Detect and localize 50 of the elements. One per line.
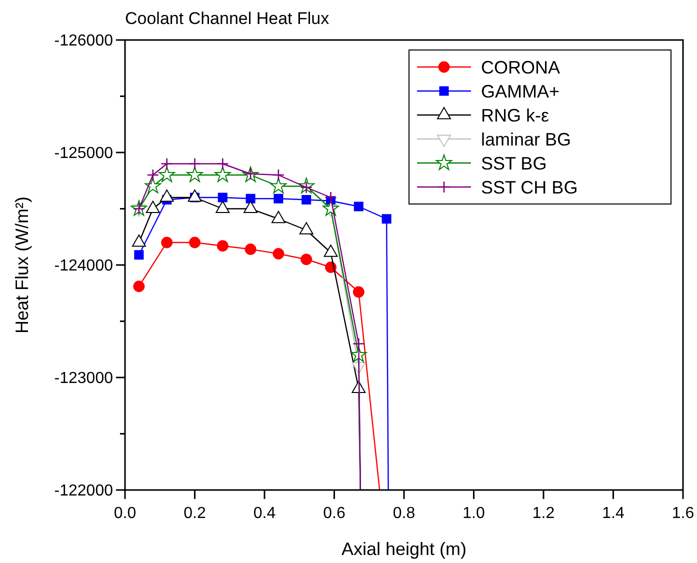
x-tick-label: 1.0 — [462, 505, 485, 522]
point — [214, 166, 231, 182]
point — [270, 178, 287, 194]
y-tick-label: -125000 — [54, 145, 114, 162]
point — [160, 158, 173, 170]
point — [216, 158, 229, 170]
point — [216, 240, 228, 252]
point — [133, 280, 145, 292]
legend-label: SST BG — [481, 153, 547, 174]
x-tick-label: 0.0 — [114, 505, 136, 522]
legend-label: RNG k-ε — [481, 105, 550, 126]
point — [302, 194, 312, 205]
chart-title: Coolant Channel Heat Flux — [125, 9, 330, 28]
legend-label: laminar BG — [481, 129, 572, 150]
x-tick-label: 1.2 — [532, 505, 555, 522]
y-tick-label: -124000 — [54, 258, 114, 275]
legend-label: SST CH BG — [481, 177, 578, 198]
point — [382, 214, 392, 224]
point — [272, 248, 284, 260]
x-tick-label: 0.4 — [253, 505, 276, 522]
x-tick-label: 1.4 — [602, 505, 624, 522]
point — [352, 286, 364, 298]
point — [158, 166, 175, 182]
legend-label: CORONA — [481, 57, 560, 78]
point — [272, 168, 285, 182]
point — [244, 244, 256, 255]
point — [189, 236, 200, 248]
point — [324, 191, 337, 204]
y-tick-label: -126000 — [54, 32, 114, 50]
point — [186, 166, 203, 182]
point — [146, 168, 160, 182]
legend-label: GAMMA+ — [481, 81, 560, 102]
point — [134, 250, 144, 260]
y-axis-title: Heat Flux (W/m²) — [12, 196, 32, 334]
x-tick-label: 1.6 — [672, 505, 694, 522]
point — [218, 192, 228, 202]
point — [144, 178, 162, 194]
y-tick-label: -122000 — [54, 482, 114, 500]
point — [161, 236, 173, 248]
point — [188, 158, 201, 170]
point — [352, 338, 365, 350]
x-tick-label: 0.6 — [323, 505, 346, 522]
x-tick-label: 0.8 — [392, 505, 416, 522]
point — [274, 194, 284, 204]
y-tick-label: -123000 — [54, 370, 114, 388]
point — [246, 194, 256, 204]
x-axis-title: Axial height (m) — [341, 539, 467, 559]
point — [354, 202, 364, 212]
x-tick-label: 0.2 — [184, 505, 206, 522]
point — [300, 254, 312, 266]
